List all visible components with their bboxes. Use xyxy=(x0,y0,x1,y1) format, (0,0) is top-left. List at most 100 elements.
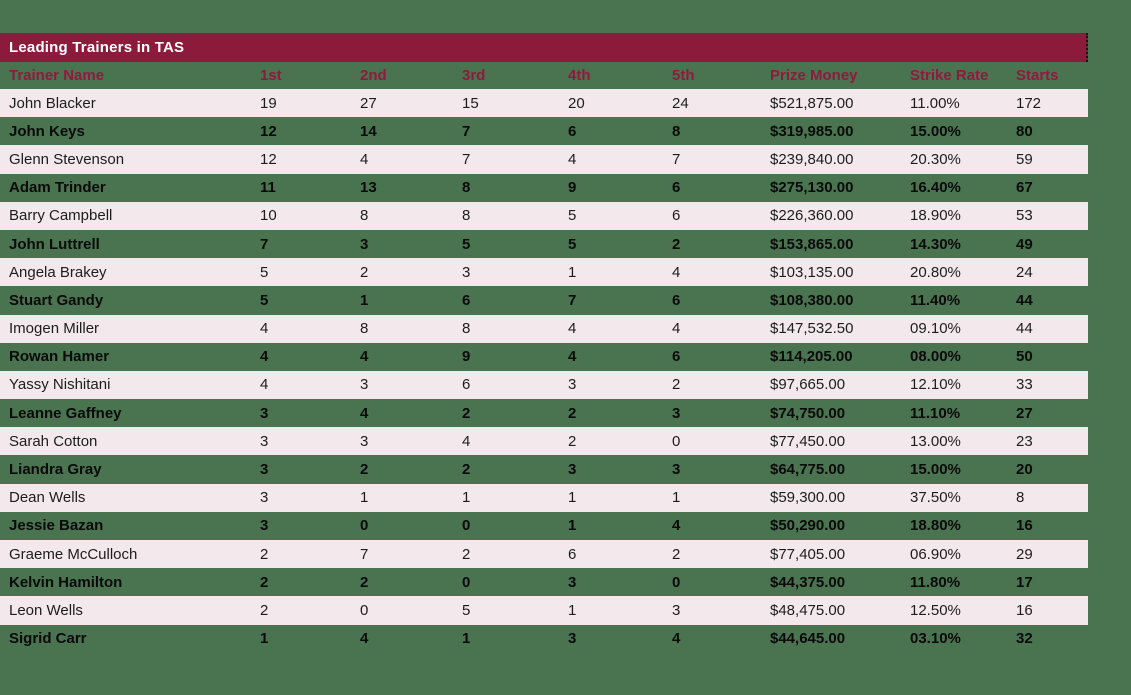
fifth-place-cell: 7 xyxy=(672,150,681,168)
column-header-1st: 1st xyxy=(260,67,282,84)
third-place-cell: 1 xyxy=(462,630,471,648)
prize-money-cell: $319,985.00 xyxy=(770,122,854,140)
strike-rate-cell: 18.90% xyxy=(910,207,961,225)
fourth-place-cell: 5 xyxy=(568,235,577,253)
prize-money-cell: $226,360.00 xyxy=(770,207,854,225)
prize-money-cell: $77,405.00 xyxy=(770,545,846,563)
column-header-5th: 5th xyxy=(672,67,695,84)
second-place-cell: 4 xyxy=(360,150,369,168)
prize-money-cell: $59,300.00 xyxy=(770,489,846,507)
strike-rate-cell: 09.10% xyxy=(910,320,961,338)
second-place-cell: 2 xyxy=(360,263,369,281)
strike-rate-cell: 12.50% xyxy=(910,601,961,619)
fifth-place-cell: 4 xyxy=(672,320,681,338)
fourth-place-cell: 4 xyxy=(568,320,577,338)
third-place-cell: 2 xyxy=(462,461,471,479)
third-place-cell: 6 xyxy=(462,376,471,394)
starts-cell: 49 xyxy=(1016,235,1033,253)
table-row: Adam Trinder 11 13 8 9 6 $275,130.00 16.… xyxy=(0,174,1088,202)
first-place-cell: 12 xyxy=(260,150,277,168)
table-row: Leon Wells 2 0 5 1 3 $48,475.00 12.50% 1… xyxy=(0,596,1088,625)
fifth-place-cell: 3 xyxy=(672,461,681,479)
table-row: John Luttrell 7 3 5 5 2 $153,865.00 14.3… xyxy=(0,230,1088,258)
table-title: Leading Trainers in TAS xyxy=(9,39,185,56)
prize-money-cell: $147,532.50 xyxy=(770,320,854,338)
starts-cell: 29 xyxy=(1016,545,1033,563)
fifth-place-cell: 3 xyxy=(672,601,681,619)
trainer-name-cell: Barry Campbell xyxy=(9,207,113,225)
fourth-place-cell: 2 xyxy=(568,432,577,450)
trainer-name-cell: Stuart Gandy xyxy=(9,291,104,309)
strike-rate-cell: 03.10% xyxy=(910,630,961,648)
fourth-place-cell: 2 xyxy=(568,404,577,422)
fourth-place-cell: 3 xyxy=(568,376,577,394)
fourth-place-cell: 9 xyxy=(568,179,577,197)
fifth-place-cell: 2 xyxy=(672,545,681,563)
starts-cell: 20 xyxy=(1016,461,1033,479)
starts-cell: 16 xyxy=(1016,517,1033,535)
table-title-bar: Leading Trainers in TAS xyxy=(0,33,1088,62)
first-place-cell: 5 xyxy=(260,263,269,281)
trainer-name-cell: Sigrid Carr xyxy=(9,630,87,648)
fifth-place-cell: 6 xyxy=(672,179,681,197)
trainer-name-cell: Kelvin Hamilton xyxy=(9,573,123,591)
starts-cell: 27 xyxy=(1016,404,1033,422)
fourth-place-cell: 4 xyxy=(568,348,577,366)
trainer-name-cell: Imogen Miller xyxy=(9,320,100,338)
second-place-cell: 1 xyxy=(360,291,369,309)
second-place-cell: 0 xyxy=(360,517,369,535)
prize-money-cell: $50,290.00 xyxy=(770,517,846,535)
prize-money-cell: $64,775.00 xyxy=(770,461,846,479)
starts-cell: 33 xyxy=(1016,376,1033,394)
prize-money-cell: $153,865.00 xyxy=(770,235,854,253)
strike-rate-cell: 11.10% xyxy=(910,404,961,422)
strike-rate-cell: 11.00% xyxy=(910,94,960,112)
first-place-cell: 4 xyxy=(260,320,269,338)
column-header-trainer-name: Trainer Name xyxy=(9,67,105,84)
prize-money-cell: $97,665.00 xyxy=(770,376,846,394)
trainer-name-cell: Angela Brakey xyxy=(9,263,107,281)
second-place-cell: 27 xyxy=(360,94,377,112)
starts-cell: 17 xyxy=(1016,573,1033,591)
table-row: Glenn Stevenson 12 4 7 4 7 $239,840.00 2… xyxy=(0,145,1088,174)
strike-rate-cell: 14.30% xyxy=(910,235,961,253)
prize-money-cell: $74,750.00 xyxy=(770,404,846,422)
trainer-name-cell: Leon Wells xyxy=(9,601,83,619)
prize-money-cell: $275,130.00 xyxy=(770,179,854,197)
trainer-name-cell: John Luttrell xyxy=(9,235,100,253)
trainer-name-cell: Rowan Hamer xyxy=(9,348,110,366)
prize-money-cell: $103,135.00 xyxy=(770,263,854,281)
table-row: Angela Brakey 5 2 3 1 4 $103,135.00 20.8… xyxy=(0,258,1088,287)
table-row: Barry Campbell 10 8 8 5 6 $226,360.00 18… xyxy=(0,201,1088,230)
second-place-cell: 4 xyxy=(360,404,369,422)
trainer-name-cell: Adam Trinder xyxy=(9,179,106,197)
first-place-cell: 3 xyxy=(260,404,269,422)
fourth-place-cell: 5 xyxy=(568,207,577,225)
fifth-place-cell: 2 xyxy=(672,235,681,253)
first-place-cell: 10 xyxy=(260,207,277,225)
second-place-cell: 4 xyxy=(360,630,369,648)
first-place-cell: 3 xyxy=(260,432,269,450)
first-place-cell: 4 xyxy=(260,348,269,366)
starts-cell: 24 xyxy=(1016,263,1033,281)
trainer-name-cell: Liandra Gray xyxy=(9,461,102,479)
fourth-place-cell: 4 xyxy=(568,150,577,168)
third-place-cell: 5 xyxy=(462,235,471,253)
strike-rate-cell: 06.90% xyxy=(910,545,961,563)
second-place-cell: 14 xyxy=(360,122,377,140)
fifth-place-cell: 6 xyxy=(672,348,681,366)
table-row: Jessie Bazan 3 0 0 1 4 $50,290.00 18.80%… xyxy=(0,512,1088,540)
third-place-cell: 6 xyxy=(462,291,471,309)
first-place-cell: 5 xyxy=(260,291,269,309)
second-place-cell: 8 xyxy=(360,207,369,225)
fourth-place-cell: 3 xyxy=(568,630,577,648)
third-place-cell: 9 xyxy=(462,348,471,366)
fourth-place-cell: 3 xyxy=(568,461,577,479)
third-place-cell: 5 xyxy=(462,601,471,619)
starts-cell: 32 xyxy=(1016,630,1033,648)
first-place-cell: 2 xyxy=(260,573,269,591)
trainer-name-cell: Glenn Stevenson xyxy=(9,150,125,168)
prize-money-cell: $44,375.00 xyxy=(770,573,846,591)
first-place-cell: 4 xyxy=(260,376,269,394)
second-place-cell: 2 xyxy=(360,573,369,591)
